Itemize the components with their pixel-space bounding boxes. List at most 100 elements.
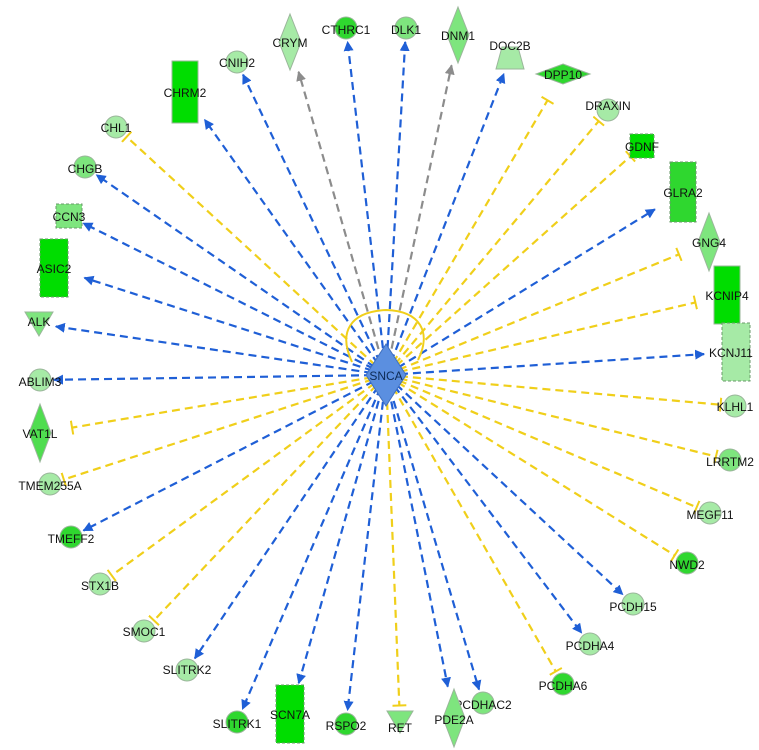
node-dlk1-label: DLK1 bbox=[391, 23, 421, 37]
node-alk[interactable] bbox=[24, 311, 54, 337]
node-kcnip4-label: KCNIP4 bbox=[705, 289, 749, 303]
node-dpp10-label: DPP10 bbox=[544, 68, 582, 82]
edge-snca-kcnj11 bbox=[399, 349, 706, 376]
node-glra2[interactable] bbox=[669, 161, 697, 223]
node-slitrk2[interactable] bbox=[175, 658, 199, 682]
snca-node[interactable] bbox=[365, 343, 407, 407]
node-dnm1-label: DNM1 bbox=[441, 29, 475, 43]
node-klhl1-label: KLHL1 bbox=[717, 400, 754, 414]
node-kcnip4[interactable] bbox=[713, 265, 741, 325]
edge-snca-cthrc1 bbox=[343, 40, 386, 362]
node-kcnj11[interactable] bbox=[721, 322, 751, 382]
node-cnih2-label: CNIH2 bbox=[219, 56, 255, 70]
node-slitrk1[interactable] bbox=[225, 710, 249, 734]
node-scn7a-label: SCN7A bbox=[270, 708, 310, 722]
node-draxin-label: DRAXIN bbox=[585, 99, 630, 113]
node-nwd2[interactable] bbox=[675, 551, 699, 575]
edge-snca-crym bbox=[296, 70, 384, 362]
node-dnm1[interactable] bbox=[446, 5, 470, 65]
nodes-layer: CRYM CTHRC1 DLK1 DNM1 DOC2B DPP10 DRAXIN GDNF GL… bbox=[18, 5, 754, 749]
edge-snca-glra2 bbox=[397, 208, 656, 369]
node-ccn3[interactable] bbox=[55, 203, 83, 229]
node-stx1b[interactable] bbox=[88, 572, 112, 596]
edge-snca-chrm2 bbox=[203, 118, 379, 365]
node-kcnj11-label: KCNJ11 bbox=[709, 346, 753, 360]
edge-snca-cnih2 bbox=[242, 73, 381, 363]
edge-snca-asic2 bbox=[83, 275, 374, 372]
node-ret[interactable] bbox=[386, 710, 414, 734]
edge-snca-draxin bbox=[394, 115, 605, 365]
node-tmeff2[interactable] bbox=[59, 525, 83, 549]
node-ccn3-label: CCN3 bbox=[53, 210, 86, 224]
node-gdnf[interactable] bbox=[629, 133, 655, 159]
node-megf11[interactable] bbox=[698, 501, 722, 525]
node-pde2a[interactable] bbox=[442, 687, 466, 749]
node-lrrtm2-label: LRRTM2 bbox=[706, 455, 754, 469]
node-dpp10[interactable] bbox=[534, 63, 592, 85]
node-lrrtm2[interactable] bbox=[718, 448, 742, 472]
node-tmem255a[interactable] bbox=[38, 472, 62, 496]
hub-layer: SNCA bbox=[365, 343, 407, 407]
edge-snca-tmem255a bbox=[60, 378, 374, 487]
node-nwd2-label: NWD2 bbox=[669, 558, 705, 572]
node-smoc1[interactable] bbox=[132, 619, 156, 643]
edge-snca-pde2a bbox=[387, 388, 451, 688]
self-loop-layer bbox=[345, 308, 425, 363]
edge-snca-rspo2 bbox=[343, 388, 386, 712]
node-chl1-label: CHL1 bbox=[101, 121, 132, 135]
node-rspo2[interactable] bbox=[334, 712, 358, 736]
node-ret-label: RET bbox=[388, 721, 413, 735]
node-gng4-label: GNG4 bbox=[692, 236, 726, 250]
node-stx1b-label: STX1B bbox=[81, 579, 119, 593]
node-chrm2[interactable] bbox=[171, 60, 199, 124]
edge-snca-ret bbox=[385, 388, 407, 707]
edge-snca-pcdh15 bbox=[395, 383, 624, 596]
node-vat1l-label: VAT1L bbox=[23, 427, 58, 441]
node-cnih2[interactable] bbox=[225, 50, 249, 74]
edge-snca-slitrk2 bbox=[193, 385, 380, 660]
node-klhl1[interactable] bbox=[723, 394, 747, 418]
node-chgb[interactable] bbox=[73, 155, 97, 179]
node-ablim3[interactable] bbox=[28, 368, 52, 392]
node-tmem255a-label: TMEM255A bbox=[18, 479, 81, 493]
node-megf11-label: MEGF11 bbox=[686, 508, 733, 522]
node-crym[interactable] bbox=[278, 12, 302, 72]
edge-snca-gdnf bbox=[395, 150, 636, 367]
edge-snca-stx1b bbox=[106, 382, 376, 582]
edge-snca-gng4 bbox=[398, 247, 683, 371]
node-slitrk2-label: SLITRK2 bbox=[163, 663, 212, 677]
snca-self-loop-edge bbox=[345, 308, 425, 363]
node-rspo2-label: RSPO2 bbox=[326, 719, 367, 733]
node-smoc1-label: SMOC1 bbox=[123, 625, 166, 639]
snca-label: SNCA bbox=[369, 369, 402, 383]
edge-snca-pcdha4 bbox=[393, 385, 583, 634]
node-draxin[interactable] bbox=[596, 98, 620, 122]
node-pcdh15-label: PCDH15 bbox=[609, 600, 657, 614]
edge-snca-dlk1 bbox=[385, 40, 410, 362]
node-pcdh15[interactable] bbox=[621, 592, 645, 616]
node-cthrc1[interactable] bbox=[334, 16, 358, 40]
node-asic2-label: ASIC2 bbox=[37, 262, 72, 276]
node-ablim3-label: ABLIM3 bbox=[19, 375, 62, 389]
node-gng4[interactable] bbox=[697, 211, 721, 273]
node-doc2b-label: DOC2B bbox=[489, 39, 530, 53]
node-asic2[interactable] bbox=[39, 238, 69, 298]
node-cthrc1-label: CTHRC1 bbox=[322, 23, 371, 37]
node-vat1l[interactable] bbox=[28, 402, 52, 464]
edge-snca-chl1 bbox=[121, 130, 377, 367]
node-chl1[interactable] bbox=[104, 115, 128, 139]
edge-snca-vat1l bbox=[69, 376, 373, 435]
node-pcdha4-label: PCDHA4 bbox=[566, 639, 615, 653]
node-pcdha4[interactable] bbox=[578, 632, 602, 656]
node-pcdhac2-label: PCDHAC2 bbox=[454, 698, 512, 712]
node-pcdha6[interactable] bbox=[551, 672, 575, 696]
edge-snca-smoc1 bbox=[148, 384, 378, 626]
edges-layer bbox=[52, 40, 723, 712]
node-pcdhac2[interactable] bbox=[471, 691, 495, 715]
node-dlk1[interactable] bbox=[394, 16, 418, 40]
edge-snca-pcdhac2 bbox=[388, 388, 482, 691]
node-doc2b[interactable] bbox=[495, 46, 525, 70]
node-scn7a[interactable] bbox=[275, 684, 305, 744]
node-chrm2-label: CHRM2 bbox=[164, 86, 207, 100]
